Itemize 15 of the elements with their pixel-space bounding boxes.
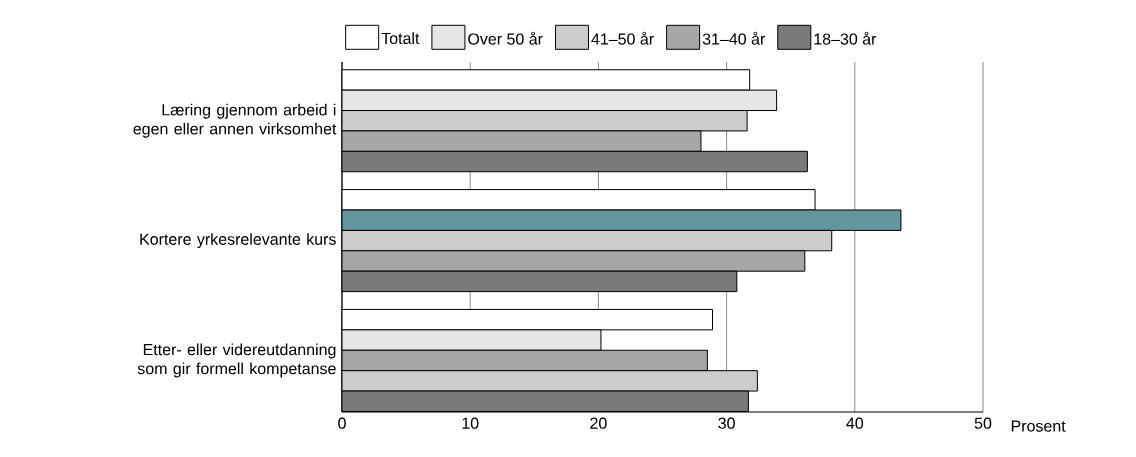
y-tick-label: Læring gjennom arbeid i egen eller annen virksomhet	[133, 103, 337, 138]
legend-label: 18–30 år	[814, 31, 877, 45]
x-tick-label: 20	[590, 417, 607, 429]
x-tick-label: 30	[718, 417, 735, 429]
y-tick-label: Kortere yrkesrelevante kurs	[140, 233, 336, 249]
x-tick-label: 50	[974, 417, 992, 429]
legend-label: Totalt	[381, 32, 420, 45]
x-tick-label: 40	[846, 417, 864, 429]
x-tick-label: 10	[462, 417, 479, 429]
y-tick-label: Etter- eller videreutdanning som gir formell kompetanse	[137, 343, 336, 378]
legend-label: 41–50 år	[591, 31, 654, 45]
legend-label: Over 50 år	[468, 31, 543, 45]
x-axis-title: Prosent	[1011, 420, 1066, 432]
legend-label: 31–40 år	[702, 31, 765, 45]
x-tick-label: 0	[338, 417, 346, 429]
